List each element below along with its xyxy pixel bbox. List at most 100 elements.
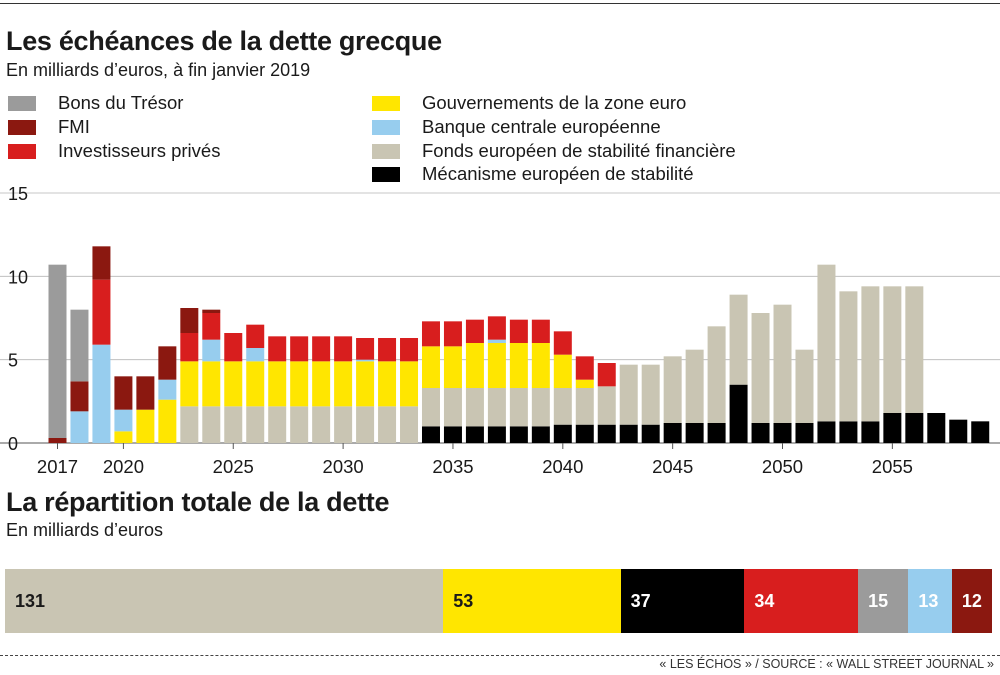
bar-segment: Mécanisme européen de stabilité 2059: 1.… <box>971 421 990 443</box>
bar-segment: Fonds européen de stabilité financière 2… <box>773 304 792 423</box>
bar-segment: Banque centrale européenne 2019: 5.9 <box>92 344 111 443</box>
breakdown-segment: 13 <box>908 569 952 633</box>
legend-label: Mécanisme européen de stabilité <box>422 163 694 184</box>
bar-segment: Fonds européen de stabilité financière 2… <box>356 406 375 443</box>
bar-segment: Fonds européen de stabilité financière 2… <box>443 388 462 427</box>
bar-segment: Gouvernements de la zone euro 2023: 2.7 <box>180 361 199 407</box>
bar-segment: Fonds européen de stabilité financière 2… <box>487 388 506 427</box>
bar-segment: Gouvernements de la zone euro 2021: 2 <box>136 409 155 443</box>
bar-segment: Gouvernements de la zone euro 2038: 2.7 <box>509 343 528 388</box>
legend-swatch <box>372 95 400 111</box>
bar-segment: Investisseurs privés 2027: 1.5 <box>268 336 287 362</box>
bar-segment: Investisseurs privés 2040: 1.4 <box>553 331 572 355</box>
bar-segment: Investisseurs privés 2030: 1.5 <box>334 336 353 362</box>
bar-segment: Mécanisme européen de stabilité 2048: 3.… <box>729 384 748 443</box>
x-tick-label: 2045 <box>652 456 693 477</box>
bar-segment: Mécanisme européen de stabilité 2057: 1.… <box>927 413 946 443</box>
bar-segment: Fonds européen de stabilité financière 2… <box>663 356 682 423</box>
bar-segment: Fonds européen de stabilité financière 2… <box>883 286 902 413</box>
section-subtitle: En milliards d’euros <box>6 520 164 540</box>
bar-segment: Mécanisme européen de stabilité 2052: 1.… <box>817 421 836 443</box>
bar-segment: Gouvernements de la zone euro 2025: 2.7 <box>224 361 243 407</box>
chart-subtitle: En milliards d’euros, à fin janvier 2019 <box>6 60 311 80</box>
breakdown-segment: 12 <box>951 569 992 633</box>
breakdown-value: 131 <box>15 590 46 611</box>
x-tick-label: 2030 <box>323 456 364 477</box>
bar-segment: Fonds européen de stabilité financière 2… <box>795 349 814 423</box>
legend-item-fesf: Fonds européen de stabilité financière <box>372 140 736 161</box>
bar-segment: Gouvernements de la zone euro 2041: 0.5 <box>575 379 594 388</box>
bar-segment: Fonds européen de stabilité financière 2… <box>224 406 243 443</box>
bar-segment: FMI 2020: 2 <box>114 376 133 410</box>
bar-segment: Fonds européen de stabilité financière 2… <box>290 406 309 443</box>
bar-segment: Investisseurs privés 2024: 1.6 <box>202 313 221 340</box>
x-tick-label: 2035 <box>432 456 473 477</box>
bar-segment: Investisseurs privés 2034: 1.5 <box>421 321 440 347</box>
x-tick-label: 2055 <box>872 456 913 477</box>
breakdown-value: 15 <box>868 590 889 611</box>
legend-item-gouvernements-zone-euro: Gouvernements de la zone euro <box>372 92 686 113</box>
bar-segment: Fonds européen de stabilité financière 2… <box>180 406 199 443</box>
bar-segment: FMI 2021: 2 <box>136 376 155 410</box>
bar-segment: FMI 2023: 1.5 <box>180 308 199 333</box>
bar-segment: Gouvernements de la zone euro 2031: 2.7 <box>356 361 375 407</box>
bar-segment: Investisseurs privés 2029: 1.5 <box>312 336 331 362</box>
y-tick-label: 15 <box>8 184 28 204</box>
bar-segment: Investisseurs privés 2037: 1.4 <box>487 316 506 340</box>
bar-segment: Investisseurs privés 2025: 1.7 <box>224 333 243 362</box>
bar-segment: Mécanisme européen de stabilité 2053: 1.… <box>839 421 858 443</box>
bar-segment: Mécanisme européen de stabilité 2044: 1.… <box>641 424 660 443</box>
bar-segment: Mécanisme européen de stabilité 2042: 1.… <box>597 424 616 443</box>
legend-label: Banque centrale européenne <box>422 116 661 137</box>
bar-segment: Gouvernements de la zone euro 2030: 2.7 <box>334 361 353 407</box>
bar-segment: Fonds européen de stabilité financière 2… <box>707 326 726 423</box>
bar-segment: Mécanisme européen de stabilité 2055: 1.… <box>883 413 902 443</box>
y-tick-label: 5 <box>8 351 18 371</box>
legend-item-bce: Banque centrale européenne <box>372 116 661 137</box>
bar-segment: Fonds européen de stabilité financière 2… <box>817 264 836 422</box>
bar-segment: Gouvernements de la zone euro 2037: 2.7 <box>487 343 506 388</box>
bar-segment: Fonds européen de stabilité financière 2… <box>575 388 594 425</box>
legend-swatch <box>372 166 400 182</box>
bar-segment: Banque centrale européenne 2024: 1.3 <box>202 339 221 362</box>
legend-item-mes: Mécanisme européen de stabilité <box>372 163 694 184</box>
legend-swatch <box>8 143 36 159</box>
bar-segment: FMI 2022: 2 <box>158 346 177 380</box>
bar-segment: Mécanisme européen de stabilité 2043: 1.… <box>619 424 638 443</box>
bar-segment: FMI 2017: 0.3 <box>48 438 67 443</box>
breakdown-segment: 53 <box>443 569 621 633</box>
bar-segment: Investisseurs privés 2031: 1.3 <box>356 338 375 360</box>
bar-segment: Mécanisme européen de stabilité 2056: 1.… <box>905 413 924 443</box>
legend-item-bons-du-tresor: Bons du Trésor <box>8 92 184 113</box>
bar-segment: Banque centrale européenne 2020: 1.3 <box>114 409 133 432</box>
bar-segment: Fonds européen de stabilité financière 2… <box>400 406 419 443</box>
bar-segment: Fonds européen de stabilité financière 2… <box>685 349 704 423</box>
bar-segment: FMI 2019: 2 <box>92 246 111 280</box>
x-tick-label: 2017 <box>37 456 78 477</box>
bar-segment: Investisseurs privés 2019: 3.9 <box>92 279 111 345</box>
bar-segment: Mécanisme européen de stabilité 2034: 1 <box>421 426 440 443</box>
bar-segment: Fonds européen de stabilité financière 2… <box>641 364 660 425</box>
bar-segment: Investisseurs privés 2023: 1.7 <box>180 333 199 362</box>
breakdown-value: 13 <box>918 590 939 611</box>
bar-segment: Banque centrale européenne 2031: 0.1 <box>356 359 375 362</box>
bar-segment: Fonds européen de stabilité financière 2… <box>619 364 638 425</box>
breakdown-value: 37 <box>630 590 651 611</box>
bar-segment: Mécanisme européen de stabilité 2040: 1.… <box>553 424 572 443</box>
legend-label: Bons du Trésor <box>58 92 184 113</box>
bar-segment: Fonds européen de stabilité financière 2… <box>202 406 221 443</box>
bar-segment: Fonds européen de stabilité financière 2… <box>861 286 880 422</box>
bar-segment: Gouvernements de la zone euro 2032: 2.7 <box>378 361 397 407</box>
bar-segment: Fonds européen de stabilité financière 2… <box>553 388 572 425</box>
bar-segment: Mécanisme européen de stabilité 2054: 1.… <box>861 421 880 443</box>
bar-segment: Gouvernements de la zone euro 2039: 2.7 <box>531 343 550 388</box>
bar-segment: FMI 2018: 1.8 <box>70 381 89 412</box>
bar-segment: Fonds européen de stabilité financière 2… <box>465 388 484 427</box>
bar-segment: Gouvernements de la zone euro 2026: 2.7 <box>246 361 265 407</box>
x-tick-label: 2050 <box>762 456 803 477</box>
legend-swatch <box>372 119 400 135</box>
chart-title: Les échéances de la dette grecque <box>6 26 442 56</box>
bar-segment: Investisseurs privés 2033: 1.4 <box>400 338 419 362</box>
bar-segment: Gouvernements de la zone euro 2036: 2.7 <box>465 343 484 388</box>
bar-segment: Gouvernements de la zone euro 2027: 2.7 <box>268 361 287 407</box>
